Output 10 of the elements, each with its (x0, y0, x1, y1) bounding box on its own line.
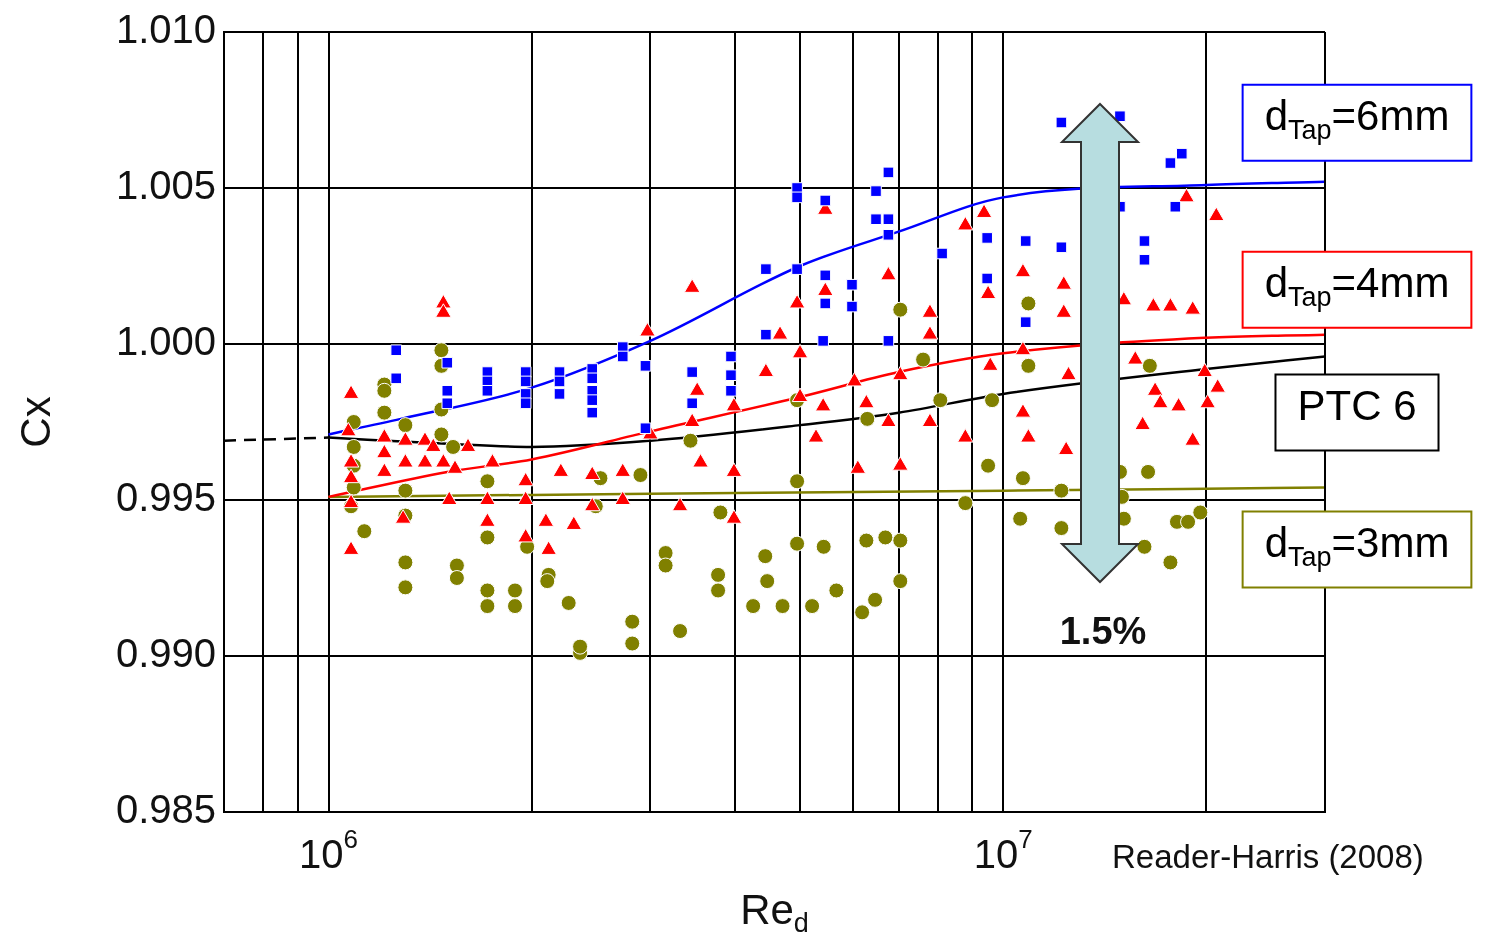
y-tick-label: 0.985 (115, 787, 216, 832)
y-axis-title: Cx (11, 396, 59, 448)
y-tick-label: 1.000 (115, 319, 216, 364)
text: Reader-Harris (2008) (1112, 838, 1424, 876)
y-tick-label: 0.995 (115, 475, 216, 520)
y-tick-label: 0.990 (115, 631, 216, 676)
annotation: 1.5% (1058, 610, 1148, 653)
y-tick-label: 1.005 (115, 163, 216, 208)
y-tick-label: 1.010 (115, 7, 216, 52)
series-label: PTC 6 (1297, 382, 1417, 430)
